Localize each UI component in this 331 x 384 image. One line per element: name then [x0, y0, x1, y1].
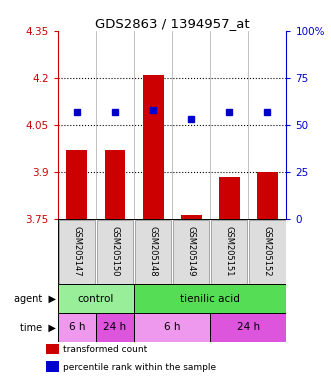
Bar — [210, 313, 286, 342]
Bar — [58, 313, 96, 342]
Bar — [135, 220, 171, 283]
Text: tienilic acid: tienilic acid — [180, 293, 240, 304]
Text: 6 h: 6 h — [69, 322, 85, 333]
Text: GSM205148: GSM205148 — [149, 226, 158, 277]
Text: time  ▶: time ▶ — [21, 322, 56, 333]
Bar — [143, 74, 164, 219]
Bar — [181, 215, 202, 219]
Text: percentile rank within the sample: percentile rank within the sample — [64, 362, 216, 372]
Bar — [97, 220, 133, 283]
Bar — [134, 313, 210, 342]
Text: GSM205152: GSM205152 — [263, 226, 272, 277]
Bar — [96, 313, 134, 342]
Bar — [211, 220, 248, 283]
Bar — [59, 220, 95, 283]
Bar — [67, 150, 87, 219]
Bar — [219, 177, 240, 219]
Text: 24 h: 24 h — [237, 322, 260, 333]
Text: GSM205151: GSM205151 — [225, 226, 234, 277]
Bar — [249, 220, 286, 283]
Bar — [173, 220, 210, 283]
Bar — [46, 344, 59, 354]
Text: control: control — [78, 293, 114, 304]
Title: GDS2863 / 1394957_at: GDS2863 / 1394957_at — [95, 17, 250, 30]
Text: GSM205147: GSM205147 — [72, 226, 81, 277]
Bar — [134, 284, 286, 313]
Bar — [257, 172, 278, 219]
Text: GSM205149: GSM205149 — [187, 226, 196, 277]
Bar — [58, 284, 134, 313]
Text: 24 h: 24 h — [104, 322, 126, 333]
Text: GSM205150: GSM205150 — [111, 226, 119, 277]
Text: agent  ▶: agent ▶ — [14, 293, 56, 304]
Bar — [46, 361, 59, 372]
Text: transformed count: transformed count — [64, 345, 148, 354]
Bar — [105, 150, 125, 219]
Text: 6 h: 6 h — [164, 322, 180, 333]
